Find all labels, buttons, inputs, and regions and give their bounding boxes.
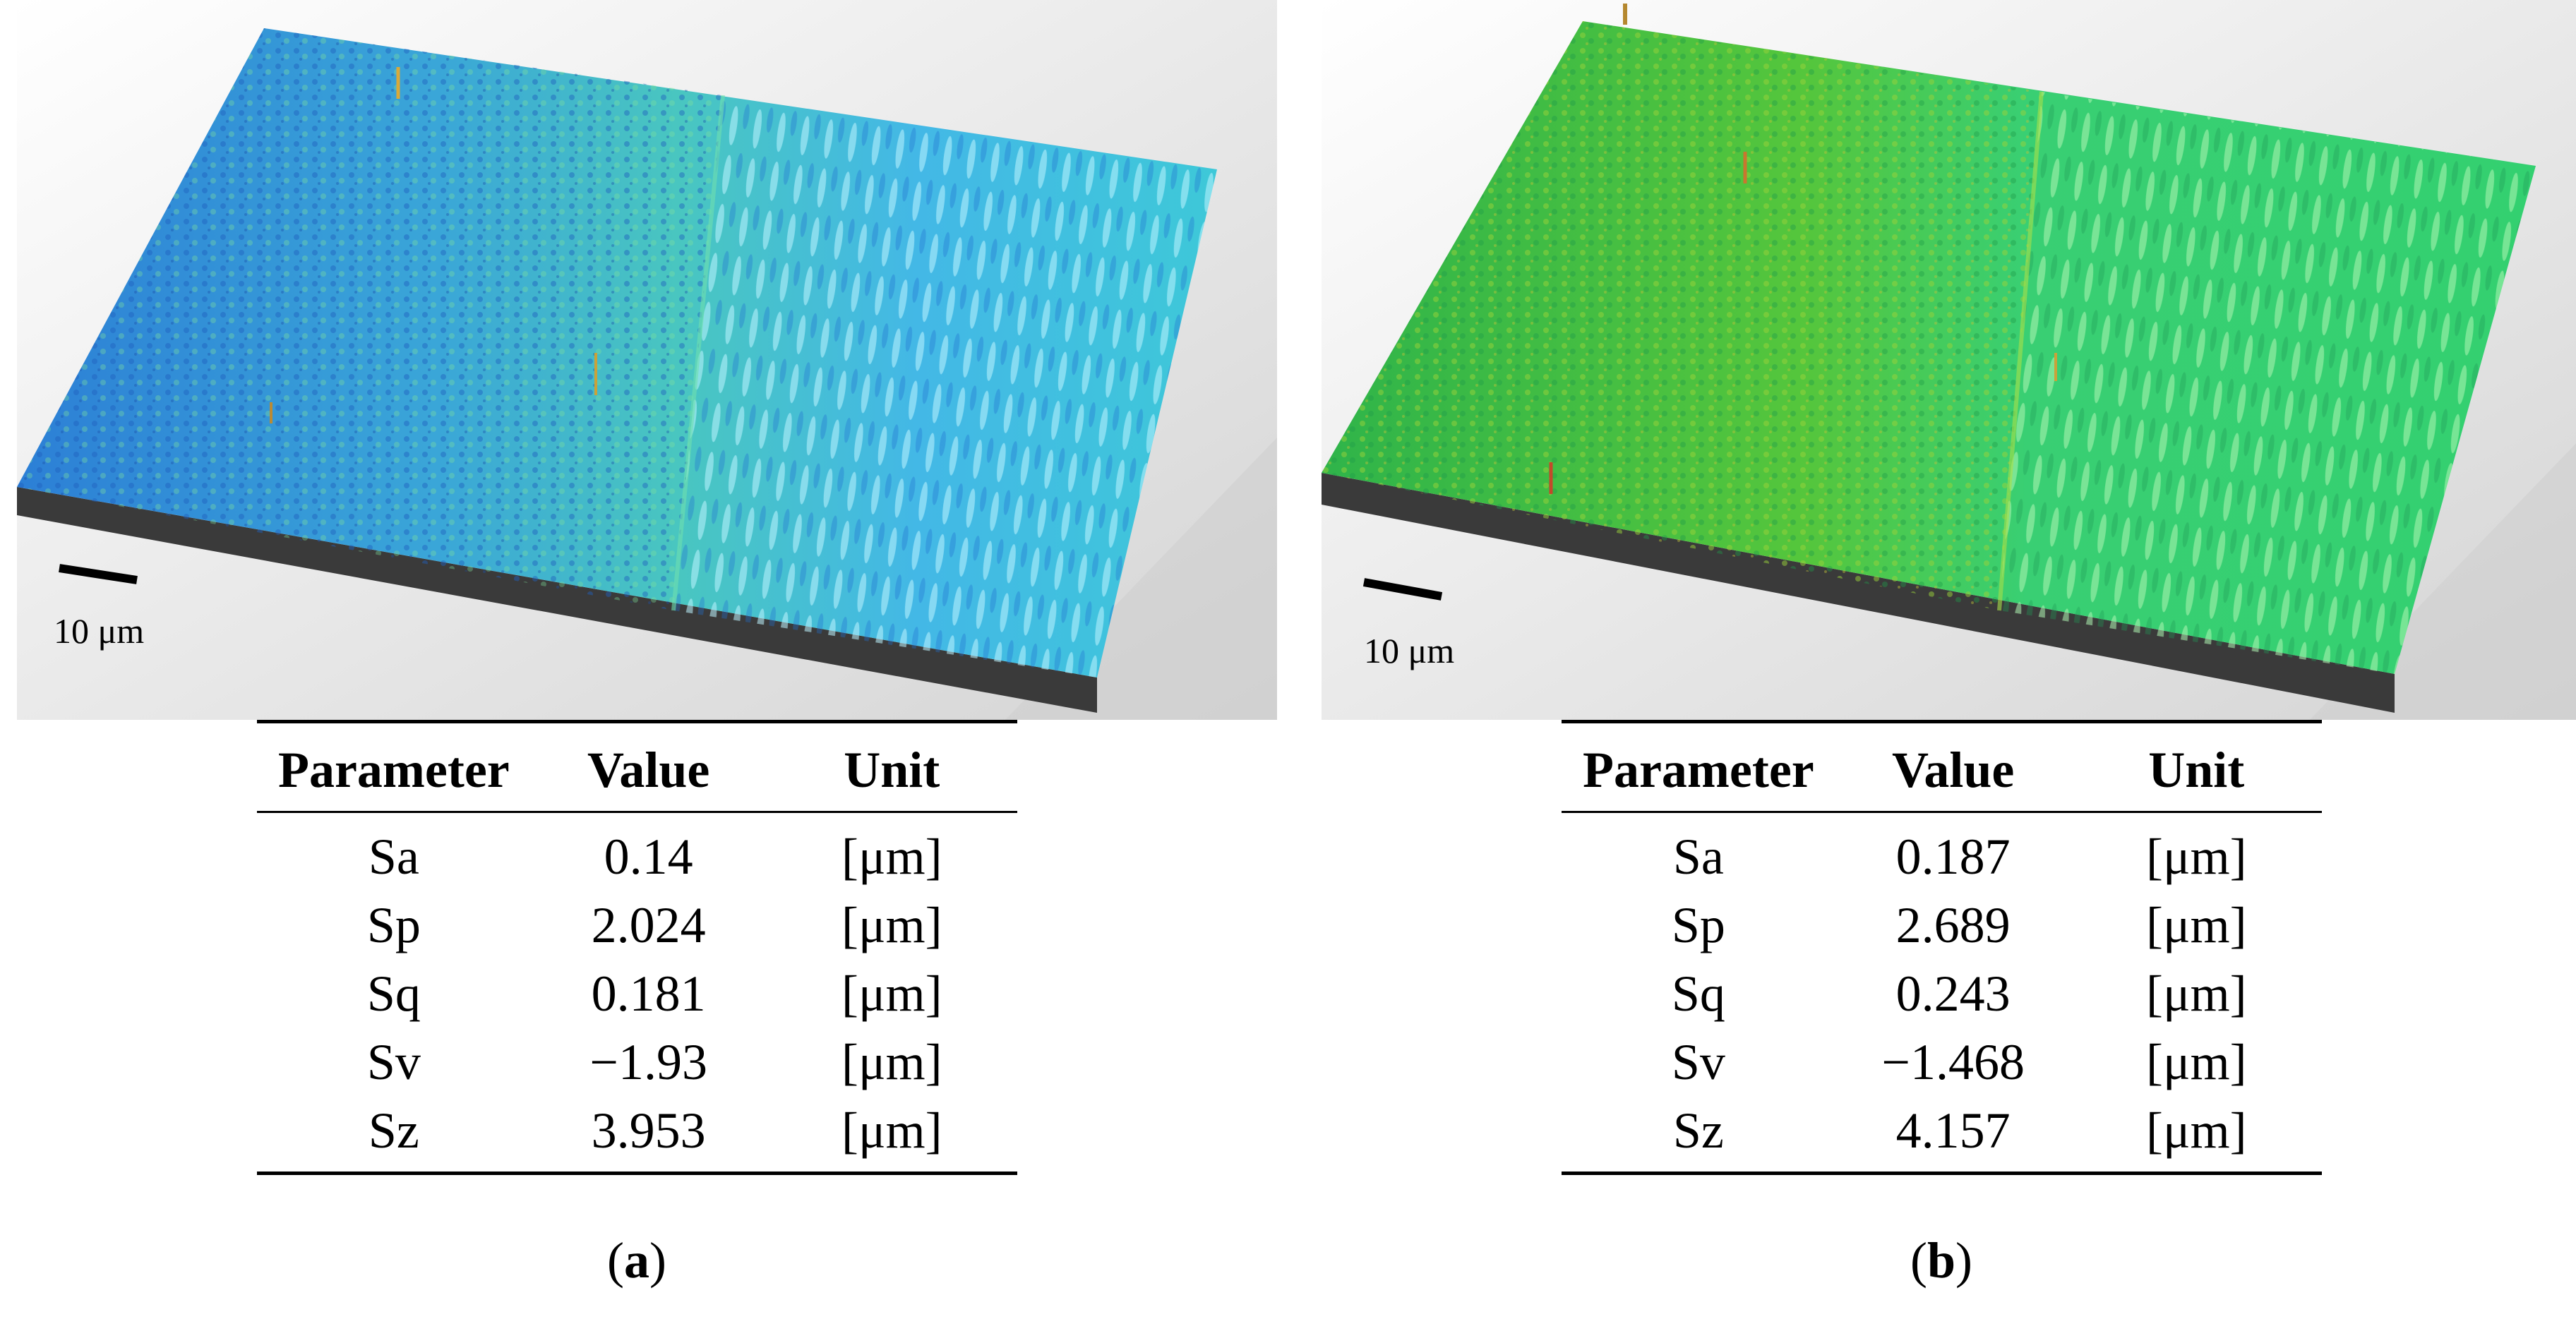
value-cell: 0.14	[604, 829, 693, 885]
table-row: Sa 0.14 [μm]	[257, 812, 1017, 891]
unit-cell: [μm]	[841, 897, 942, 953]
value-cell: 2.689	[1895, 897, 2011, 953]
value-cell: −1.93	[589, 1034, 707, 1090]
panel-caption-a: (a)	[607, 1232, 666, 1289]
column-header-parameter: Parameter	[1562, 720, 1835, 813]
parameter-cell: Sa	[1672, 829, 1724, 885]
column-header-unit: Unit	[766, 720, 1017, 813]
unit-cell: [μm]	[2146, 965, 2247, 1022]
table-row: Sv −1.468 [μm]	[1562, 1028, 2322, 1096]
value-cell: 2.024	[591, 897, 706, 953]
panel-caption-b: (b)	[1910, 1232, 1972, 1289]
value-cell: −1.468	[1881, 1034, 2025, 1090]
table-row: Sa 0.187 [μm]	[1562, 812, 2322, 891]
value-cell: 0.187	[1895, 829, 2011, 885]
scale-bar-b	[1362, 578, 1443, 601]
surface-topography-image-a	[17, 0, 1277, 720]
column-header-value: Value	[530, 720, 767, 813]
caption-letter: b	[1927, 1232, 1956, 1289]
unit-cell: [μm]	[841, 1034, 942, 1090]
value-cell: 0.181	[591, 965, 706, 1022]
unit-cell: [μm]	[2146, 1034, 2247, 1090]
scale-bar-label-a: 10 μm	[54, 611, 145, 651]
unit-cell: [μm]	[2146, 897, 2247, 953]
parameter-cell: Sv	[1671, 1034, 1725, 1090]
unit-cell: [μm]	[766, 1096, 1017, 1175]
table-row: Sz 3.953 [μm]	[257, 1096, 1017, 1175]
parameter-cell: Sp	[366, 897, 421, 953]
parameter-cell: Sv	[366, 1034, 421, 1090]
figure-panel-b: 10 μm Parameter Value Unit Sa 0.187 [μm]…	[1322, 0, 2576, 1319]
scale-bar-a	[59, 564, 138, 584]
value-cell: 3.953	[530, 1096, 767, 1175]
unit-cell: [μm]	[841, 965, 942, 1022]
table-row: Sq 0.181 [μm]	[257, 959, 1017, 1028]
surface-topography-image-b	[1322, 0, 2576, 720]
table-row: Sp 2.689 [μm]	[1562, 891, 2322, 959]
column-header-value: Value	[1835, 720, 2071, 813]
parameter-cell: Sz	[257, 1096, 531, 1175]
parameter-cell: Sa	[368, 829, 419, 885]
column-header-parameter: Parameter	[257, 720, 531, 813]
roughness-parameters-table-b: Parameter Value Unit Sa 0.187 [μm] Sp 2.…	[1562, 720, 2322, 1175]
parameter-cell: Sq	[1671, 965, 1725, 1022]
unit-cell: [μm]	[841, 829, 942, 885]
unit-cell: [μm]	[2071, 1096, 2322, 1175]
column-header-unit: Unit	[2071, 720, 2322, 813]
value-cell: 0.243	[1895, 965, 2011, 1022]
figure-panel-a: 10 μm Parameter Value Unit Sa 0.14 [μm] …	[17, 0, 1277, 1319]
parameter-cell: Sz	[1562, 1096, 1835, 1175]
table-row: Sp 2.024 [μm]	[257, 891, 1017, 959]
parameter-cell: Sq	[366, 965, 421, 1022]
parameter-cell: Sp	[1671, 897, 1725, 953]
roughness-parameters-table-a: Parameter Value Unit Sa 0.14 [μm] Sp 2.0…	[257, 720, 1017, 1175]
unit-cell: [μm]	[2146, 829, 2247, 885]
caption-letter: a	[624, 1232, 649, 1289]
scale-bar-label-b: 10 μm	[1364, 631, 1455, 670]
table-row: Sq 0.243 [μm]	[1562, 959, 2322, 1028]
table-row: Sv −1.93 [μm]	[257, 1028, 1017, 1096]
value-cell: 4.157	[1835, 1096, 2071, 1175]
table-row: Sz 4.157 [μm]	[1562, 1096, 2322, 1175]
